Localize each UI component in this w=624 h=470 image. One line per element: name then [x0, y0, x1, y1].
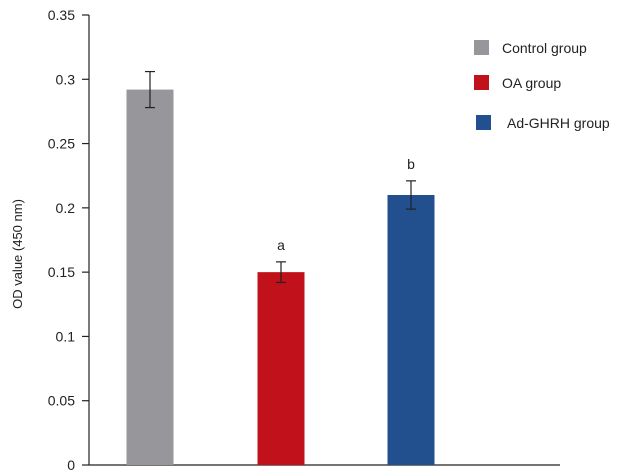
legend-label: OA group — [502, 75, 561, 91]
y-axis-label: OD value (450 nm) — [10, 199, 25, 309]
significance-label: a — [277, 237, 285, 253]
bar-3 — [387, 195, 435, 465]
y-tick-label: 0.2 — [56, 200, 76, 216]
y-axis: 0 0.05 0.1 0.15 0.2 0.25 0.3 0.35 — [48, 7, 560, 470]
y-tick-label: 0.35 — [48, 7, 75, 23]
y-tick-label: 0.25 — [48, 136, 75, 152]
y-tick-label: 0 — [67, 457, 75, 470]
legend-label: Ad-GHRH group — [507, 115, 610, 131]
bars: ab — [126, 70, 435, 466]
legend: Control group OA group Ad-GHRH group — [474, 40, 610, 131]
legend-swatch — [474, 75, 489, 90]
legend-label: Control group — [502, 40, 587, 56]
y-tick-label: 0.15 — [48, 264, 75, 280]
y-tick-label: 0.05 — [48, 393, 75, 409]
legend-swatch — [476, 115, 491, 130]
y-tick-label: 0.1 — [56, 328, 76, 344]
bar-2 — [257, 272, 305, 465]
significance-label: b — [407, 156, 415, 172]
bar-1 — [126, 89, 174, 466]
legend-swatch — [474, 40, 489, 55]
y-tick-label: 0.3 — [56, 71, 76, 87]
